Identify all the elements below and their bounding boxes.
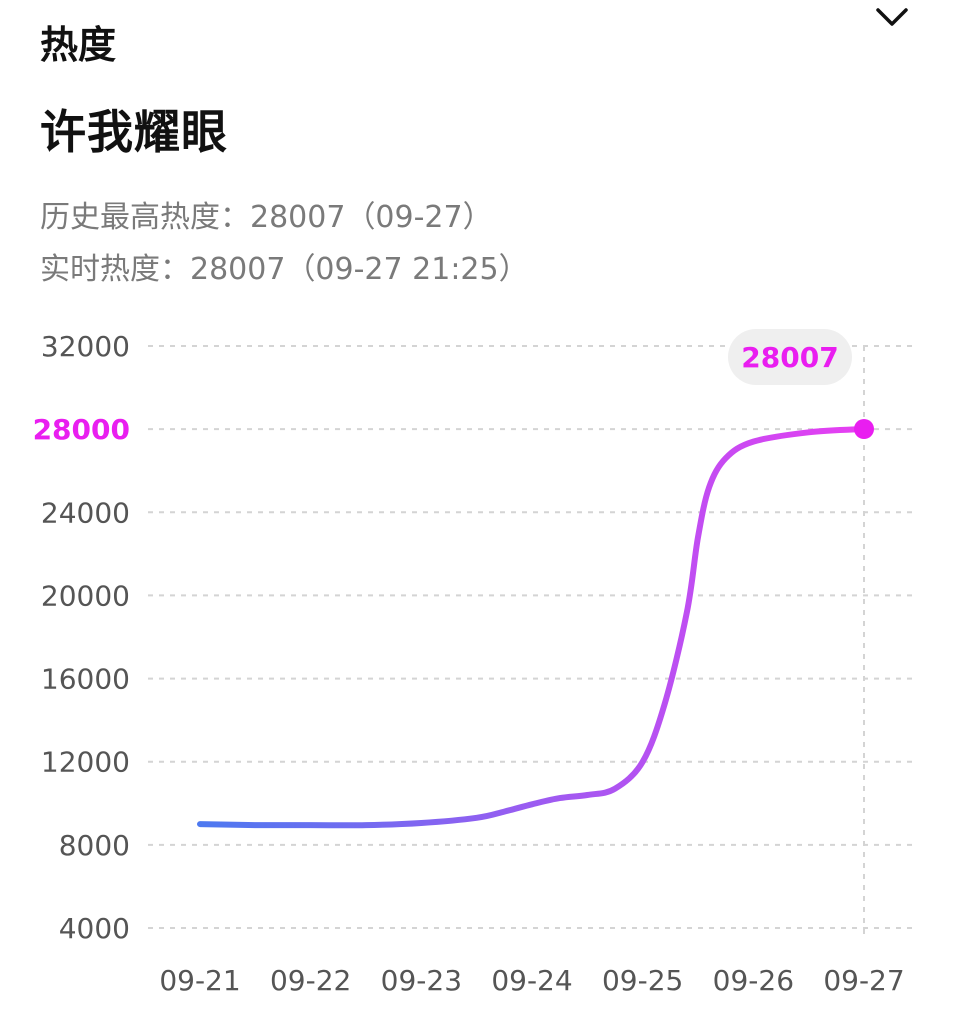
topic-title: 许我耀眼: [40, 105, 228, 159]
x-tick-label: 09-26: [713, 964, 794, 997]
collapse-button[interactable]: [866, 0, 918, 40]
x-tick-label: 09-27: [823, 964, 904, 997]
realtime-heat-label: 实时热度：: [40, 252, 190, 287]
realtime-heat-row: 实时热度：28007（09-27 21:25）: [40, 244, 529, 296]
series-line: [197, 426, 867, 829]
chevron-down-icon: [876, 8, 908, 26]
peak-heat-value: 28007: [250, 200, 346, 235]
chart-canvas: 32000 28000 24000 20000 16000 12000 8000 4000 0…: [33, 328, 916, 997]
peak-heat-date: （09-27）: [345, 200, 493, 235]
y-tick-label: 32000: [41, 330, 130, 363]
peak-heat-label: 历史最高热度：: [40, 200, 250, 235]
end-point-dot: [854, 418, 874, 439]
value-tooltip: [728, 328, 852, 385]
y-tick-label: 12000: [41, 746, 130, 779]
realtime-heat-value: 28007: [190, 252, 286, 287]
y-tick-label: 24000: [41, 496, 130, 529]
y-tick-label: 8000: [59, 829, 130, 862]
heat-stats: 历史最高热度：28007（09-27） 实时热度：28007（09-27 21:…: [40, 192, 529, 296]
realtime-heat-time: （09-27 21:25）: [285, 252, 529, 287]
section-title: 热度: [40, 23, 117, 67]
y-tick-label: 28000: [33, 413, 130, 446]
value-tooltip-label: 28007: [741, 341, 838, 374]
x-tick-label: 09-23: [381, 964, 462, 997]
x-tick-label: 09-22: [270, 964, 351, 997]
x-tick-label: 09-25: [602, 964, 683, 997]
peak-heat-row: 历史最高热度：28007（09-27）: [40, 192, 529, 244]
x-tick-label: 09-24: [491, 964, 572, 997]
y-tick-label: 16000: [41, 663, 130, 696]
x-tick-label: 09-21: [159, 964, 240, 997]
y-tick-label: 20000: [41, 579, 130, 612]
heat-line-chart: 32000 28000 24000 20000 16000 12000 8000 4000 0…: [0, 310, 960, 1023]
y-tick-label: 4000: [59, 912, 130, 945]
